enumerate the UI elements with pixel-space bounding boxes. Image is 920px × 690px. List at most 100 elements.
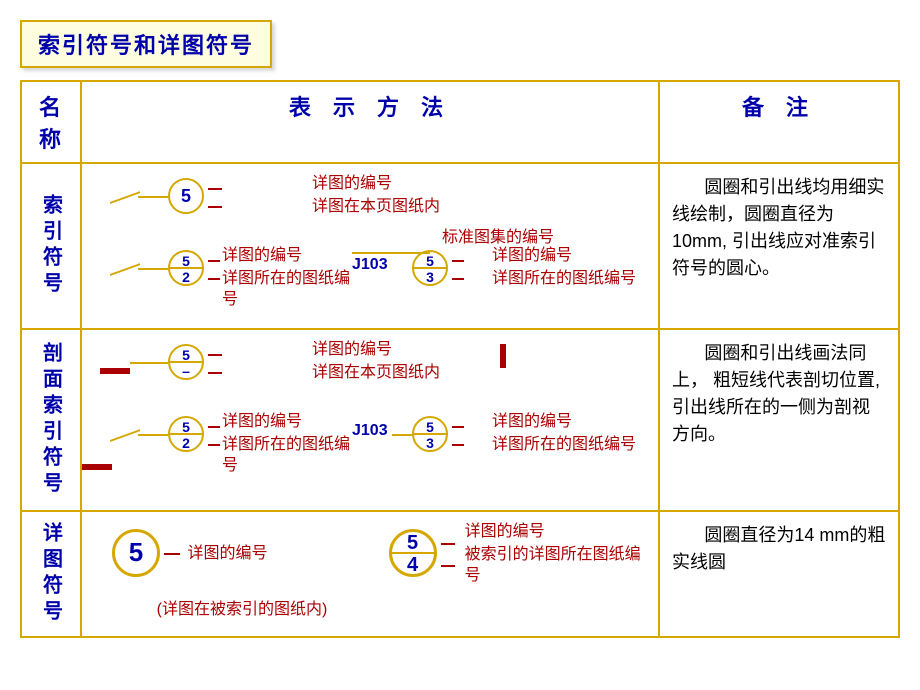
circle-top: 5 [414,252,446,269]
red-pointer [208,354,222,356]
circle-bot: – [170,363,202,380]
red-pointer [164,553,180,555]
row-index-symbol: 索引符号 5 详图的编号 详图在本页图纸内 标准图集的编号 [21,163,899,329]
circle-bot: 4 [392,554,434,576]
circle-top: 5 [414,418,446,435]
circle-top: 5 [170,346,202,363]
row2-symbol2: 5 2 [92,412,222,492]
circle-big-icon: 5 [112,529,160,577]
label-detail-num: 详图的编号 [312,174,440,195]
row3-subtext: (详图在被索引的图纸内) [92,595,392,619]
row1-method: 5 详图的编号 详图在本页图纸内 标准图集的编号 [81,163,659,329]
circle-split-icon: 5 2 [168,416,204,452]
label-sheet-num: 详图所在的图纸编号 [222,435,352,477]
circle-top: 5 [170,252,202,269]
leader-line [110,191,140,216]
header-notes: 备 注 [659,81,899,163]
row1-symbol1: 5 [92,174,312,238]
row3-diag1: 5 详图的编号 5 4 详图的编号 被索引的详图所在图纸编号 [92,522,648,586]
row3-labels1: 详图的编号 [188,544,379,565]
circle-split-icon: 5 – [168,344,204,380]
row1-diag1: 5 详图的编号 详图在本页图纸内 [92,174,648,238]
header-name: 名称 [21,81,81,163]
red-pointer [208,206,222,208]
red-pointer [208,444,220,446]
label-detail-num: 详图的编号 [492,246,636,267]
row2-symbol3: J103 5 3 [352,412,492,476]
row-detail-symbol: 详图符号 5 详图的编号 5 4 [21,511,899,637]
row3-name: 详图符号 [21,511,81,637]
red-pointer [208,278,220,280]
j103-label: J103 [352,422,388,440]
leader-line [138,268,168,270]
circle-num: 5 [129,537,143,568]
row2-labels3: 详图的编号 详图所在的图纸编号 [492,412,636,456]
circle-bot: 2 [170,435,202,452]
red-pointer [208,260,220,262]
symbol-table: 名称 表 示 方 法 备 注 索引符号 5 详图的编号 详图在本页图纸内 [20,80,900,638]
row2-method: 5 – 详图的编号 详图在本页图纸内 [81,329,659,511]
row3-symbol1: 5 [92,525,188,585]
leader-line [110,263,140,288]
label-detail-num: 详图的编号 [222,412,352,433]
circle-split-icon: 5 3 [412,250,448,286]
row1-diag2: 5 2 详图的编号 详图所在的图纸编号 J103 5 3 [92,246,648,310]
row2-labels1: 详图的编号 详图在本页图纸内 [312,340,440,384]
circle-split-icon: 5 3 [412,416,448,452]
header-row: 名称 表 示 方 法 备 注 [21,81,899,163]
label-detail-num: 详图的编号 [465,522,648,543]
red-pointer [452,278,464,280]
row3-notes: 圆圈直径为14 mm的粗实线圆 [659,511,899,637]
leader-line [110,429,140,454]
row1-labels2: 详图的编号 详图所在的图纸编号 [222,246,352,310]
section-mark-icon [82,464,112,470]
leader-line [130,362,168,364]
leader-line [138,434,168,436]
red-pointer [208,426,220,428]
row1-symbol3: J103 5 3 [352,246,492,310]
label-detail-num: 详图的编号 [222,246,352,267]
section-mark-vert-icon [500,344,506,368]
label-detail-num: 详图的编号 [188,545,268,562]
circle-top: 5 [170,418,202,435]
circle-split-icon: 5 2 [168,250,204,286]
circle-bot: 2 [170,269,202,286]
label-same-page: 详图在本页图纸内 [312,363,440,384]
red-pointer [208,372,222,374]
row1-labels3: 详图的编号 详图所在的图纸编号 [492,246,636,290]
row-section-symbol: 剖面索引符号 5 – 详图的编号 详图在本页图纸内 [21,329,899,511]
circle-top: 5 [392,532,434,554]
row3-labels2: 详图的编号 被索引的详图所在图纸编号 [465,522,648,586]
leader-line [392,434,412,436]
row2-notes: 圆圈和引出线画法同上， 粗短线代表剖切位置,引出线所在的一侧为剖视方向。 [659,329,899,511]
red-pointer [441,543,455,545]
circle-bot: 3 [414,269,446,286]
row1-labels1: 详图的编号 详图在本页图纸内 [312,174,440,218]
label-sheet-num: 详图所在的图纸编号 [222,269,352,311]
red-pointer [208,188,222,190]
row2-diag1: 5 – 详图的编号 详图在本页图纸内 [92,340,648,404]
row1-notes: 圆圈和引出线均用细实线绘制，圆圈直径为10mm, 引出线应对准索引符号的圆心。 [659,163,899,329]
page-title-box: 索引符号和详图符号 [20,20,272,68]
label-detail-num: 详图的编号 [492,412,636,433]
label-detail-num: 详图的编号 [312,340,440,361]
section-mark-icon [100,368,130,374]
red-pointer [452,426,464,428]
row3-symbol2: 5 4 [379,525,465,585]
header-method: 表 示 方 法 [81,81,659,163]
page-title: 索引符号和详图符号 [38,33,254,58]
row2-labels2: 详图的编号 详图所在的图纸编号 [222,412,352,476]
j103-label: J103 [352,256,388,274]
red-pointer [452,444,464,446]
row3-method: 5 详图的编号 5 4 详图的编号 被索引的详图所在图纸编号 [81,511,659,637]
leader-line [138,196,168,198]
row2-symbol1: 5 – [92,340,312,404]
row1-symbol2: 5 2 [92,246,222,310]
label-indexed-sheet: 被索引的详图所在图纸编号 [465,545,648,587]
circle-single-icon: 5 [168,178,204,214]
label-same-page: 详图在本页图纸内 [312,197,440,218]
row2-name: 剖面索引符号 [21,329,81,511]
circle-big-split-icon: 5 4 [389,529,437,577]
red-pointer [441,565,455,567]
circle-bot: 3 [414,435,446,452]
